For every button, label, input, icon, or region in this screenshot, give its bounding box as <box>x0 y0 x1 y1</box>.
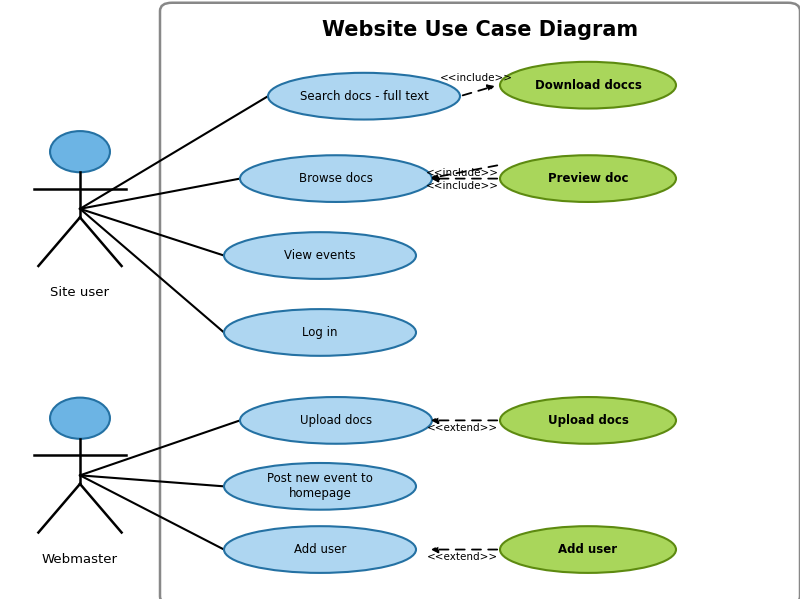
Ellipse shape <box>224 232 416 279</box>
Text: <<extend>>: <<extend>> <box>427 423 498 433</box>
Text: View events: View events <box>284 249 356 262</box>
Text: <<extend>>: <<extend>> <box>427 552 498 562</box>
Text: Website Use Case Diagram: Website Use Case Diagram <box>322 20 638 40</box>
Ellipse shape <box>500 62 676 108</box>
Ellipse shape <box>268 73 460 120</box>
Ellipse shape <box>500 526 676 573</box>
Text: Browse docs: Browse docs <box>299 172 373 185</box>
Text: Webmaster: Webmaster <box>42 552 118 565</box>
Text: Upload docs: Upload docs <box>547 414 629 427</box>
Text: Site user: Site user <box>50 286 110 299</box>
Ellipse shape <box>240 155 432 202</box>
Text: Add user: Add user <box>294 543 346 556</box>
Circle shape <box>50 398 110 439</box>
Ellipse shape <box>500 397 676 444</box>
Ellipse shape <box>500 155 676 202</box>
Ellipse shape <box>240 397 432 444</box>
Text: Post new event to
homepage: Post new event to homepage <box>267 473 373 500</box>
Text: Download doccs: Download doccs <box>534 78 642 92</box>
Ellipse shape <box>224 309 416 356</box>
Text: <<include>>: <<include>> <box>440 73 514 83</box>
Ellipse shape <box>224 526 416 573</box>
Text: Log in: Log in <box>302 326 338 339</box>
Text: Search docs - full text: Search docs - full text <box>299 90 429 102</box>
FancyBboxPatch shape <box>160 3 800 599</box>
Text: Upload docs: Upload docs <box>300 414 372 427</box>
Text: Preview doc: Preview doc <box>548 172 628 185</box>
Text: <<include>>: <<include>> <box>426 168 499 177</box>
Text: Add user: Add user <box>558 543 618 556</box>
Ellipse shape <box>224 463 416 510</box>
Text: <<include>>: <<include>> <box>426 181 499 190</box>
Circle shape <box>50 131 110 173</box>
